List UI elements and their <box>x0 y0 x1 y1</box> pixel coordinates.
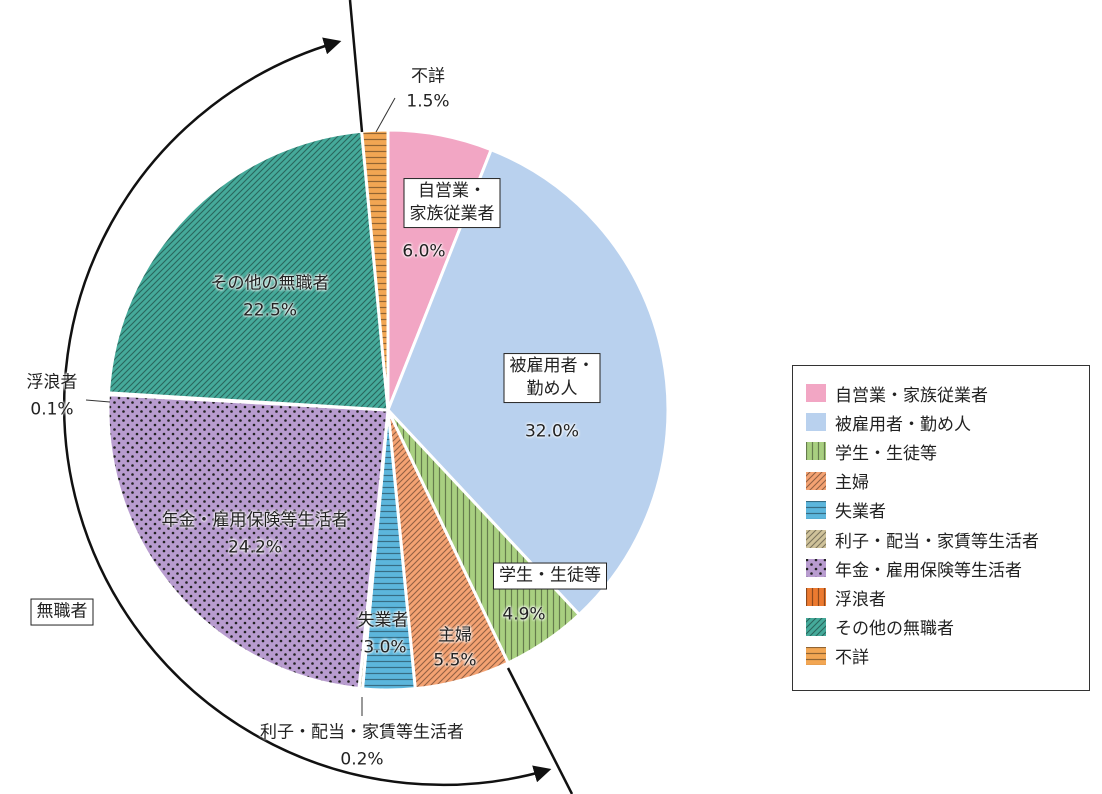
legend-item: 利子・配当・家賃等生活者 <box>805 528 1039 552</box>
slice-label: 利子・配当・家賃等生活者 <box>260 722 464 743</box>
slice-label: 失業者 <box>357 610 409 631</box>
legend-item: 浮浪者 <box>805 586 886 610</box>
legend-swatch <box>806 530 826 548</box>
pie-slice <box>107 129 390 412</box>
value-label: 22.5% <box>242 300 298 321</box>
group-boundary <box>348 0 364 133</box>
group-boundary <box>506 667 574 794</box>
legend-item: 年金・雇用保険等生活者 <box>805 557 1022 581</box>
slice-label: 不詳 <box>411 66 445 87</box>
legend-swatch <box>806 588 826 607</box>
leader-line <box>85 399 111 403</box>
legend-item: その他の無職者 <box>805 616 954 640</box>
value-label: 1.5% <box>406 91 450 112</box>
legend-label: 自営業・家族従業者 <box>835 385 988 406</box>
legend-swatch <box>806 413 826 432</box>
slice-label: 浮浪者 <box>26 372 78 393</box>
legend-item: 学生・生徒等 <box>805 440 937 464</box>
slice-label: 年金・雇用保険等生活者 <box>161 510 349 531</box>
value-label: 4.9% <box>502 604 546 625</box>
legend-label: 浮浪者 <box>835 589 886 610</box>
legend-swatch <box>806 471 826 490</box>
slice-label: その他の無職者 <box>210 273 330 294</box>
slice-label: 学生・生徒等 <box>493 562 607 590</box>
legend-swatch <box>806 559 826 578</box>
legend-label: その他の無職者 <box>835 619 954 640</box>
legend-label: 被雇用者・勤め人 <box>835 414 971 435</box>
group-label: 無職者 <box>30 598 94 626</box>
value-label: 0.2% <box>340 749 384 770</box>
legend-swatch <box>806 617 826 636</box>
legend-label: 学生・生徒等 <box>835 443 937 464</box>
legend-item: 自営業・家族従業者 <box>805 382 988 406</box>
pie-slice <box>106 393 390 690</box>
slice-label: 自営業・ 家族従業者 <box>403 178 501 228</box>
leader-line <box>375 97 396 133</box>
value-label: 5.5% <box>433 650 477 671</box>
value-label: 32.0% <box>524 421 580 442</box>
legend-swatch <box>806 500 826 519</box>
legend-label: 利子・配当・家賃等生活者 <box>835 531 1039 552</box>
value-label: 3.0% <box>363 637 407 658</box>
legend-swatch <box>806 384 826 402</box>
slice-label: 主婦 <box>438 625 472 646</box>
legend-swatch <box>806 442 826 461</box>
legend-item: 失業者 <box>805 499 886 523</box>
group-arc <box>62 37 552 787</box>
value-label: 24.2% <box>227 537 283 558</box>
legend-item: 主婦 <box>805 470 869 494</box>
legend-item: 不詳 <box>805 645 869 669</box>
legend-item: 被雇用者・勤め人 <box>805 411 971 435</box>
legend-label: 年金・雇用保険等生活者 <box>835 560 1022 581</box>
legend-label: 主婦 <box>835 473 869 494</box>
legend-label: 不詳 <box>835 648 869 669</box>
value-label: 0.1% <box>30 399 74 420</box>
value-label: 6.0% <box>402 241 446 262</box>
slice-label: 被雇用者・ 勤め人 <box>503 353 601 403</box>
legend: 自営業・家族従業者 被雇用者・勤め人 学生・生徒等 主婦失業者利子・配当・家賃等生活者… <box>792 365 1090 691</box>
legend-label: 失業者 <box>835 502 886 523</box>
legend-swatch <box>806 646 826 665</box>
